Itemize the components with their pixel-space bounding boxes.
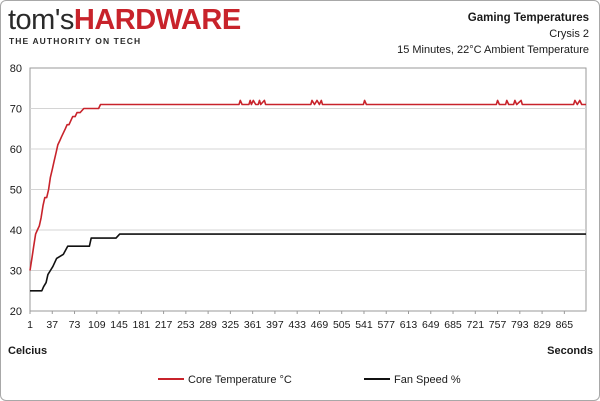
x-tick-label: 793 — [511, 319, 529, 331]
x-tick-label: 721 — [467, 319, 485, 331]
x-tick-label: 181 — [133, 319, 151, 331]
y-tick-label: 40 — [10, 225, 22, 237]
x-tick-label: 685 — [444, 319, 462, 331]
x-tick-label: 253 — [177, 319, 195, 331]
y-tick-label: 60 — [10, 144, 22, 156]
series-lines — [29, 99, 586, 292]
legend-swatch-fan-speed — [364, 378, 390, 381]
brand-name-hardware: HARDWARE — [73, 4, 241, 36]
chart-title-block: Gaming Temperatures Crysis 2 15 Minutes,… — [397, 10, 589, 58]
x-tick-label: 361 — [244, 319, 262, 331]
x-tick-label: 73 — [69, 319, 81, 331]
x-tick-label: 325 — [222, 319, 240, 331]
y-axis-ticks: 20 30 40 50 60 70 80 — [10, 63, 22, 318]
x-tick-label: 577 — [377, 319, 395, 331]
grid-lines — [30, 108, 586, 271]
y-tick-label: 50 — [10, 185, 22, 197]
chart-title: Gaming Temperatures — [467, 12, 589, 24]
x-tick-label: 829 — [533, 319, 551, 331]
brand-name-toms: tom's — [8, 4, 74, 36]
chart-subtitle: Crysis 2 — [549, 28, 589, 40]
x-axis-label: Seconds — [547, 345, 593, 357]
x-tick-label: 505 — [333, 319, 351, 331]
x-tick-label: 757 — [489, 319, 507, 331]
chart-conditions: 15 Minutes, 22°C Ambient Temperature — [397, 44, 589, 56]
legend-swatch-core-temperature — [158, 378, 184, 381]
y-tick-label: 20 — [10, 306, 22, 318]
x-tick-label: 613 — [400, 319, 418, 331]
series-line-fan-speed — [30, 233, 586, 292]
y-tick-label: 70 — [10, 104, 22, 116]
legend-item-fan-speed: Fan Speed % — [364, 374, 461, 386]
x-tick-label: 37 — [46, 319, 58, 331]
y-axis-label: Celcius — [8, 345, 48, 357]
x-tick-label: 217 — [155, 319, 173, 331]
y-tick-label: 30 — [10, 266, 22, 278]
x-tick-label: 541 — [355, 319, 373, 331]
x-tick-label: 1 — [27, 319, 33, 331]
y-tick-label: 80 — [10, 63, 22, 75]
x-tick-label: 469 — [311, 319, 329, 331]
x-tick-label: 109 — [88, 319, 106, 331]
brand-tagline: THE AUTHORITY ON TECH — [9, 36, 142, 46]
brand-logo: tom'sHARDWARE — [8, 3, 241, 37]
series-line-core-temperature — [29, 99, 586, 271]
x-tick-label: 865 — [556, 319, 574, 331]
x-tick-label: 289 — [199, 319, 217, 331]
x-tick-label: 433 — [288, 319, 306, 331]
x-axis-ticks: 1 37 73 109 145 181 217 253 289 325 361 397 433 469 50… — [27, 311, 573, 331]
x-tick-label: 397 — [266, 319, 284, 331]
x-tick-label: 649 — [422, 319, 440, 331]
legend-label-core-temperature: Core Temperature °C — [188, 374, 292, 386]
x-tick-label: 145 — [110, 319, 128, 331]
legend-item-core-temperature: Core Temperature °C — [158, 374, 292, 386]
legend-label-fan-speed: Fan Speed % — [394, 374, 461, 386]
